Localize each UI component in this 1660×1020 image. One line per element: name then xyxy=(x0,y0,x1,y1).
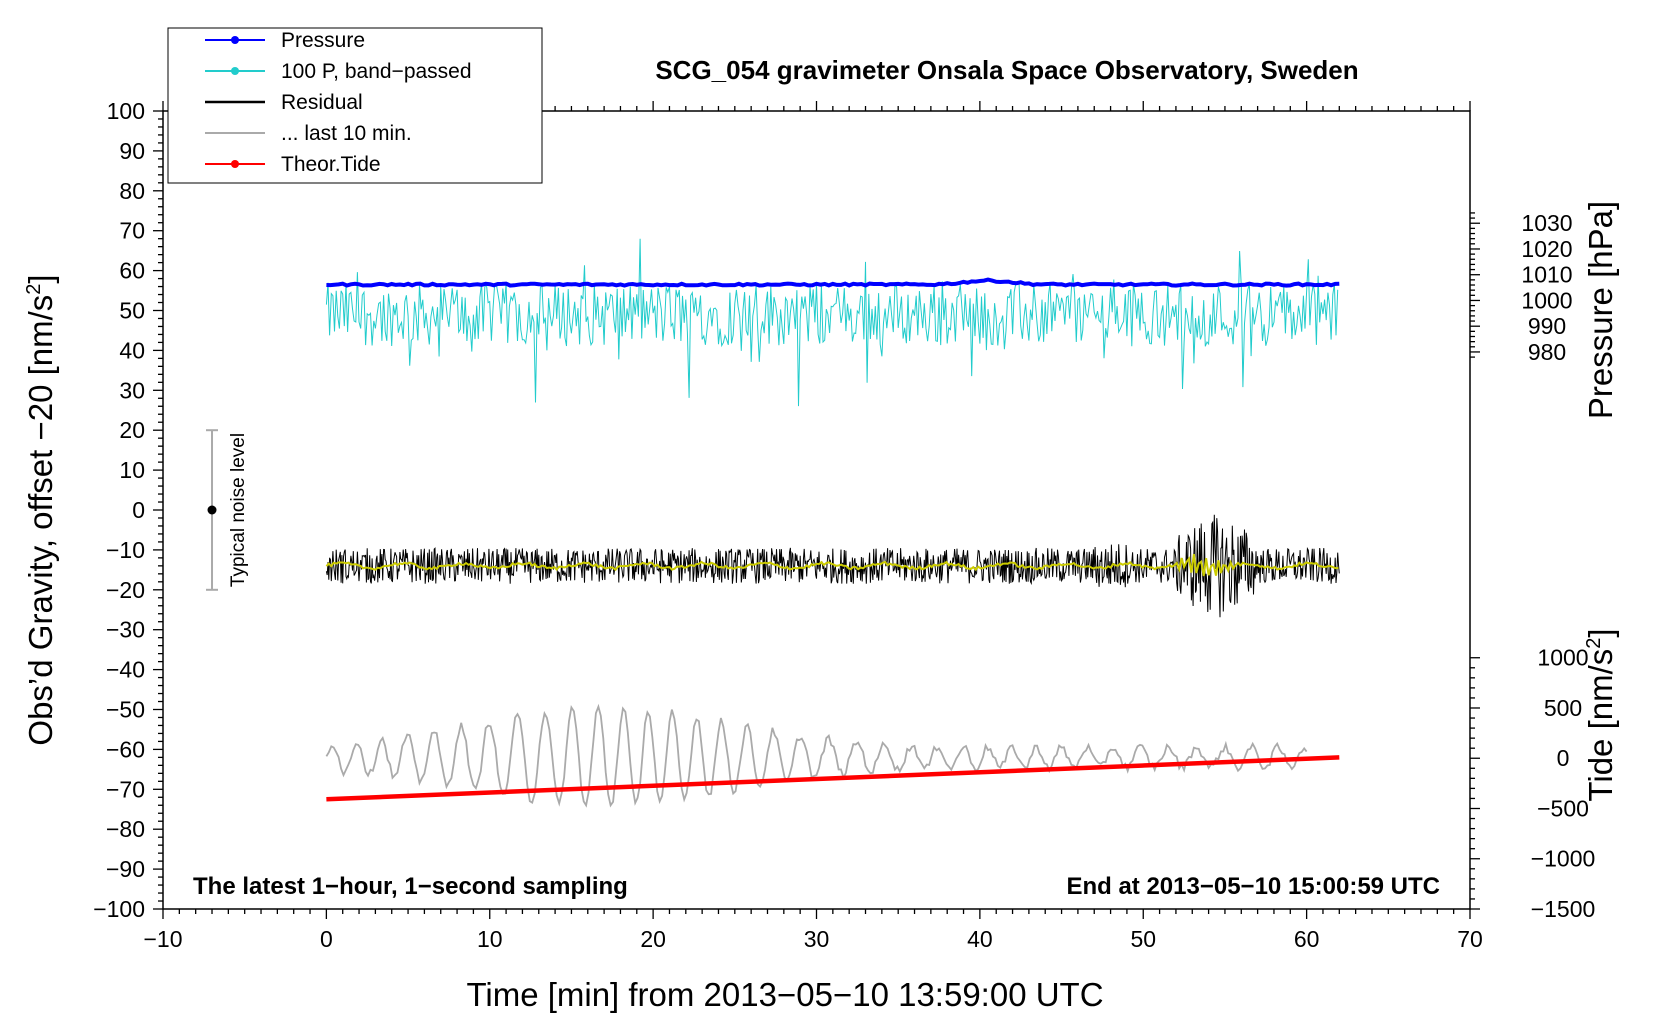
y-tick-label: −60 xyxy=(106,736,145,762)
x-tick-label: 60 xyxy=(1294,926,1320,952)
y-tick-label: −40 xyxy=(106,657,145,683)
axis-ticks xyxy=(153,101,1480,919)
noise-bar-center-dot xyxy=(207,505,217,515)
chart-title: SCG_054 gravimeter Onsala Space Observat… xyxy=(655,55,1358,85)
plot-frame xyxy=(162,110,1471,910)
y-tick-label: −20 xyxy=(106,577,145,603)
y-tick-label: −80 xyxy=(106,816,145,842)
tide-tick-label: −500 xyxy=(1537,795,1589,821)
y-tick-label: 40 xyxy=(119,337,145,363)
tide-tick-label: 1000 xyxy=(1537,645,1588,671)
x-tick-label: 70 xyxy=(1457,926,1483,952)
x-axis-label: Time [min] from 2013−05−10 13:59:00 UTC xyxy=(466,976,1103,1013)
y-tick-label: 50 xyxy=(119,298,145,324)
legend: Pressure 100 P, band−passed Residual ... la… xyxy=(167,27,543,184)
tide-tick-label: −1500 xyxy=(1531,896,1596,922)
x-tick-label: 10 xyxy=(477,926,503,952)
noise-level-indicator xyxy=(206,429,219,591)
y-tick-label: 70 xyxy=(119,218,145,244)
tide-tick-label: −1000 xyxy=(1531,846,1596,872)
series-last-10-min xyxy=(325,703,1308,808)
x-tick-labels: −10 0 10 20 30 40 50 60 70 xyxy=(143,926,1482,952)
noise-level-label: Typical noise level xyxy=(228,433,249,587)
y-axis-label-pressure: Pressure [hPa] xyxy=(1582,201,1619,419)
pressure-tick-label: 1020 xyxy=(1521,236,1572,262)
annotation-left: The latest 1−hour, 1−second sampling xyxy=(193,873,628,900)
x-tick-label: 40 xyxy=(967,926,993,952)
legend-box xyxy=(167,27,543,184)
tide-tick-label: 500 xyxy=(1544,695,1582,721)
y-tick-label: 20 xyxy=(119,417,145,443)
legend-label: Theor.Tide xyxy=(281,153,381,176)
x-tick-label: 30 xyxy=(804,926,830,952)
x-tick-label: 0 xyxy=(320,926,333,952)
series-theor-tide xyxy=(326,755,1340,802)
legend-label: Residual xyxy=(281,91,363,114)
y-axis-label-left: Obs’d Gravity, offset −20 [nm/s2] xyxy=(22,274,59,745)
pressure-tick-label: 980 xyxy=(1528,339,1566,365)
tide-tick-labels: 1000 500 0 −500 −1000 −1500 xyxy=(1531,645,1596,922)
y-tick-label: 90 xyxy=(119,138,145,164)
y-tick-label: −10 xyxy=(106,537,145,563)
y-tick-label: 0 xyxy=(132,497,145,523)
y-tick-label: 100 xyxy=(107,98,145,124)
pressure-tick-label: 1010 xyxy=(1521,262,1572,288)
legend-label: Pressure xyxy=(281,29,365,52)
series-pressure xyxy=(326,277,1340,288)
x-tick-label: 20 xyxy=(640,926,666,952)
data-series xyxy=(325,238,1340,808)
y-tick-labels: 1009080706050403020100−10−20−30−40−50−60… xyxy=(93,98,145,922)
annotation-right: End at 2013−05−10 15:00:59 UTC xyxy=(1066,873,1440,900)
y-tick-label: −90 xyxy=(106,856,145,882)
legend-label: ... last 10 min. xyxy=(281,122,412,145)
series-100p-bandpassed xyxy=(325,238,1339,407)
y-tick-label: 10 xyxy=(119,457,145,483)
y-tick-label: 80 xyxy=(119,178,145,204)
pressure-tick-label: 990 xyxy=(1528,313,1566,339)
x-tick-label: −10 xyxy=(143,926,182,952)
pressure-tick-label: 1000 xyxy=(1521,287,1572,313)
y-tick-label: −50 xyxy=(106,697,145,723)
series-residual-smoothed xyxy=(325,553,1339,577)
series-residual xyxy=(325,514,1340,618)
x-tick-label: 50 xyxy=(1130,926,1156,952)
legend-marker xyxy=(231,67,239,75)
y-tick-label: −100 xyxy=(93,896,145,922)
y-axis-label-tide: Tide [nm/s2] xyxy=(1582,628,1619,801)
y-tick-label: −30 xyxy=(106,617,145,643)
legend-marker xyxy=(231,36,239,44)
legend-label: 100 P, band−passed xyxy=(281,60,472,83)
y-tick-label: 60 xyxy=(119,258,145,284)
y-tick-label: 30 xyxy=(119,377,145,403)
tide-tick-label: 0 xyxy=(1557,745,1570,771)
pressure-tick-label: 1030 xyxy=(1521,210,1572,236)
y-tick-label: −70 xyxy=(106,776,145,802)
legend-marker xyxy=(231,160,239,168)
